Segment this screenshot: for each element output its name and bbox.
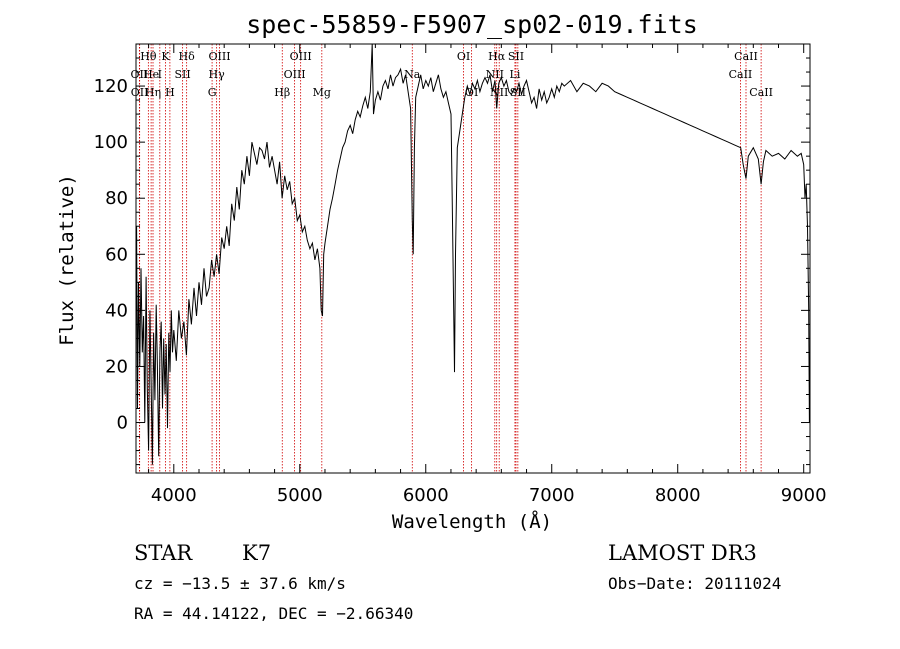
line-marker-label: Hδ xyxy=(179,50,196,63)
chart-title: spec-55859-F5907_sp02-019.fits xyxy=(246,10,698,39)
line-marker-label: Mg xyxy=(313,86,331,99)
line-markers xyxy=(139,44,762,473)
line-marker-label: OI xyxy=(457,50,470,63)
line-marker-label: CaII xyxy=(749,86,773,99)
line-marker-label: Li xyxy=(510,68,521,81)
line-marker-label: He xyxy=(143,68,159,81)
x-tick-label: 9000 xyxy=(781,485,827,506)
y-tick-label: 0 xyxy=(117,413,128,434)
x-tick-label: 6000 xyxy=(403,485,449,506)
line-marker-label: G xyxy=(208,86,217,99)
survey-name: LAMOST DR3 xyxy=(608,541,757,565)
line-marker-label: OII xyxy=(131,68,149,81)
x-axis-label: Wavelength (Å) xyxy=(392,510,552,533)
x-tick-label: 8000 xyxy=(655,485,701,506)
x-tick-label: 4000 xyxy=(151,485,197,506)
coordinates: RA = 44.14122, DEC = −2.66340 xyxy=(134,604,413,623)
x-tick-label: 5000 xyxy=(277,485,323,506)
line-marker-label: SII xyxy=(174,68,190,81)
line-marker-label: NII xyxy=(490,86,508,99)
line-marker-label: Hγ xyxy=(209,68,226,81)
y-axis-label: Flux (relative) xyxy=(56,174,78,346)
line-marker-label: OII xyxy=(131,86,149,99)
line-marker-label: Hα xyxy=(488,50,506,63)
line-marker-label: SII xyxy=(508,50,524,63)
observation-date: Obs−Date: 20111024 xyxy=(608,574,781,593)
y-tick-label: 80 xyxy=(105,188,128,209)
line-marker-label: Hθ xyxy=(140,50,157,63)
y-tick-label: 100 xyxy=(94,132,128,153)
y-tick-label: 60 xyxy=(105,244,128,265)
line-marker-label: OIII xyxy=(290,50,312,63)
line-marker-label: I xyxy=(158,68,162,81)
line-marker-label: Hη xyxy=(145,86,161,99)
x-axis-ticks: 4000 5000 6000 7000 8000 9000 xyxy=(148,44,827,506)
line-marker-label: CaII xyxy=(729,68,753,81)
redshift-velocity: cz = −13.5 ± 37.6 km/s xyxy=(134,574,346,593)
object-subclass: K7 xyxy=(242,541,271,565)
x-tick-label: 7000 xyxy=(529,485,575,506)
line-marker-label: OIII xyxy=(284,68,306,81)
line-marker-label: Hβ xyxy=(274,86,290,99)
y-tick-label: 40 xyxy=(105,300,128,321)
y-tick-label: 120 xyxy=(94,76,128,97)
spectrum-line xyxy=(136,43,810,465)
y-tick-label: 20 xyxy=(105,356,128,377)
line-marker-label: OIII xyxy=(208,50,230,63)
line-marker-label: H xyxy=(165,86,175,99)
y-axis-ticks: 0 20 40 60 80 100 120 xyxy=(94,57,810,466)
line-marker-label: CaII xyxy=(734,50,758,63)
plot-frame xyxy=(135,43,811,474)
line-marker-label: Na xyxy=(404,68,421,81)
object-class: STAR xyxy=(134,541,193,565)
line-marker-label: K xyxy=(161,50,170,63)
